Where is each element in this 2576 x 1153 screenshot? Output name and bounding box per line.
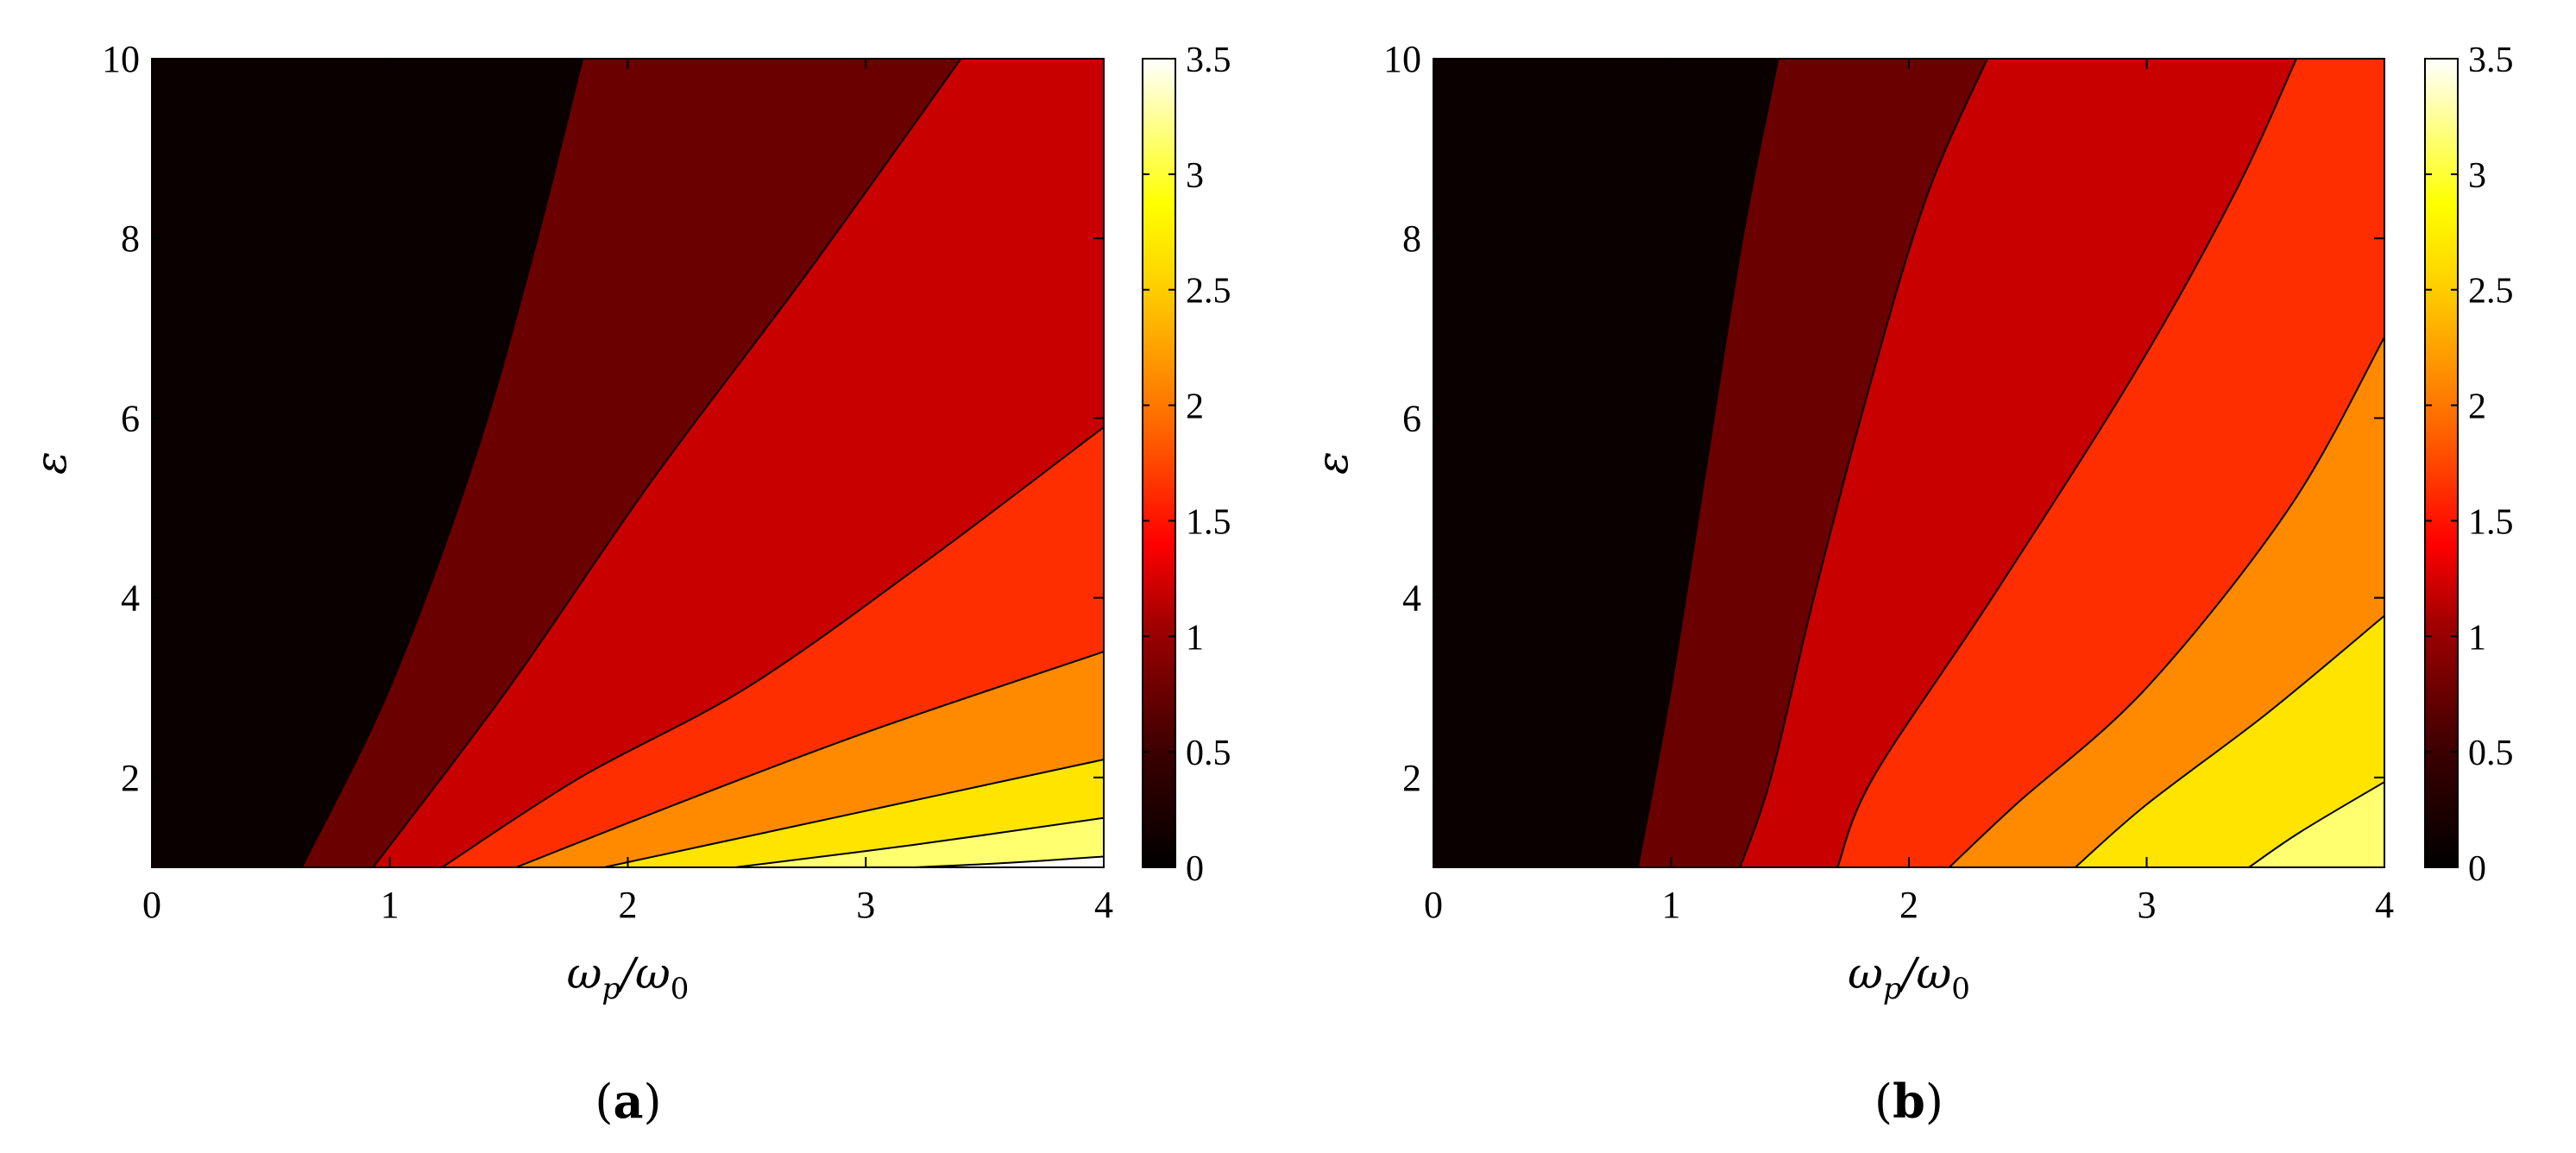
- contour-line-2: [515, 651, 1104, 867]
- contour-line-2: [1949, 337, 2384, 867]
- colorbar: 0 0.5 1 1.5 2 2.5 3 3.5: [1142, 41, 1231, 889]
- colorbar-tick-label: 1: [1186, 618, 1204, 658]
- y-tick-label: 6: [121, 397, 140, 439]
- panel-b: 0 1 2 3 4 2 4 6 8 10 ωp/ω0 ε 0 0.5 1 1.5 2 2.5 3 3.5 (b): [1307, 38, 2514, 1129]
- x-tick-label: 1: [1662, 884, 1681, 926]
- colorbar-tick-label: 1.5: [2468, 502, 2514, 542]
- colorbar-tick-label: 3.5: [2468, 41, 2514, 80]
- colorbar-tick-label: 0.5: [2468, 734, 2514, 773]
- x-tick-label: 2: [619, 884, 638, 926]
- colorbar-tick-label: 3: [2468, 156, 2486, 196]
- x-tick-label: 0: [142, 884, 161, 926]
- colorbar-tick-label: 1.5: [1186, 502, 1231, 542]
- y-tick-label: 10: [102, 38, 140, 80]
- x-axis-label: ωp/ω0: [1848, 948, 1970, 1006]
- contour-band-5: [2075, 615, 2384, 867]
- contour-plot-area: [152, 59, 1104, 867]
- contour-line-1.5: [1836, 59, 2298, 867]
- x-tick-label: 3: [2138, 884, 2157, 926]
- y-tick-label: 8: [121, 217, 140, 260]
- colorbar-tick-label: 0: [1186, 849, 1204, 889]
- y-tick-label: 4: [1402, 577, 1421, 620]
- contour-band-7: [913, 856, 1104, 867]
- contour-line-0.5: [300, 59, 584, 867]
- contour-line-1: [1739, 59, 1988, 867]
- x-tick-label: 4: [1094, 884, 1113, 926]
- colorbar-tick-label: 3: [1186, 156, 1204, 196]
- colorbar-tick-label: 2: [1186, 387, 1204, 427]
- colorbar-scale: [2424, 58, 2459, 868]
- colorbar-tick-label: 1: [2468, 618, 2486, 658]
- colorbar-tick-label: 2.5: [2468, 272, 2514, 312]
- y-tick-label: 8: [1402, 217, 1421, 260]
- x-tick-label: 4: [2375, 884, 2394, 926]
- y-tick-label: 2: [1402, 757, 1421, 799]
- x-tick-label: 1: [381, 884, 400, 926]
- x-axis-label: ωp/ω0: [567, 948, 690, 1006]
- y-tick-label: 4: [121, 577, 140, 620]
- y-axis-label: ε: [1307, 451, 1357, 475]
- panel-label: (a): [595, 1074, 661, 1129]
- colorbar-tick-label: 0: [2468, 849, 2486, 889]
- colorbar-tick-label: 2.5: [1186, 272, 1231, 312]
- colorbar-scale: [1142, 58, 1176, 868]
- panel-label: (b): [1874, 1074, 1943, 1129]
- y-tick-label: 2: [121, 757, 140, 799]
- x-tick-label: 0: [1424, 884, 1443, 926]
- y-tick-label: 6: [1402, 397, 1421, 439]
- contour-line-0.5: [1636, 59, 1779, 867]
- colorbar: 0 0.5 1 1.5 2 2.5 3 3.5: [2424, 41, 2514, 889]
- colorbar-tick-label: 2: [2468, 387, 2486, 427]
- contour-line-3: [2248, 781, 2384, 867]
- x-tick-label: 3: [856, 884, 875, 926]
- contour-line-3: [734, 816, 1104, 867]
- contour-line-2.5: [603, 759, 1104, 867]
- contour-line-1.5: [441, 426, 1104, 867]
- contour-line-1: [372, 59, 962, 867]
- x-tick-label: 2: [1899, 884, 1918, 926]
- contour-plot-area: [1433, 59, 2384, 867]
- colorbar-tick-label: 0.5: [1186, 734, 1231, 773]
- contour-band-6: [2249, 782, 2384, 867]
- contour-line-2.5: [2075, 614, 2384, 867]
- contour-band-6: [734, 817, 1104, 867]
- y-axis-label: ε: [26, 451, 76, 475]
- y-tick-label: 10: [1383, 38, 1421, 80]
- colorbar-tick-label: 3.5: [1186, 41, 1231, 80]
- panel-a: 0 1 2 3 4 2 4 6 8 10 ωp/ω0 ε 0 0.5 1 1.5 2 2.5 3 3.5 (a): [26, 38, 1231, 1129]
- contour-line-3.5: [913, 855, 1104, 867]
